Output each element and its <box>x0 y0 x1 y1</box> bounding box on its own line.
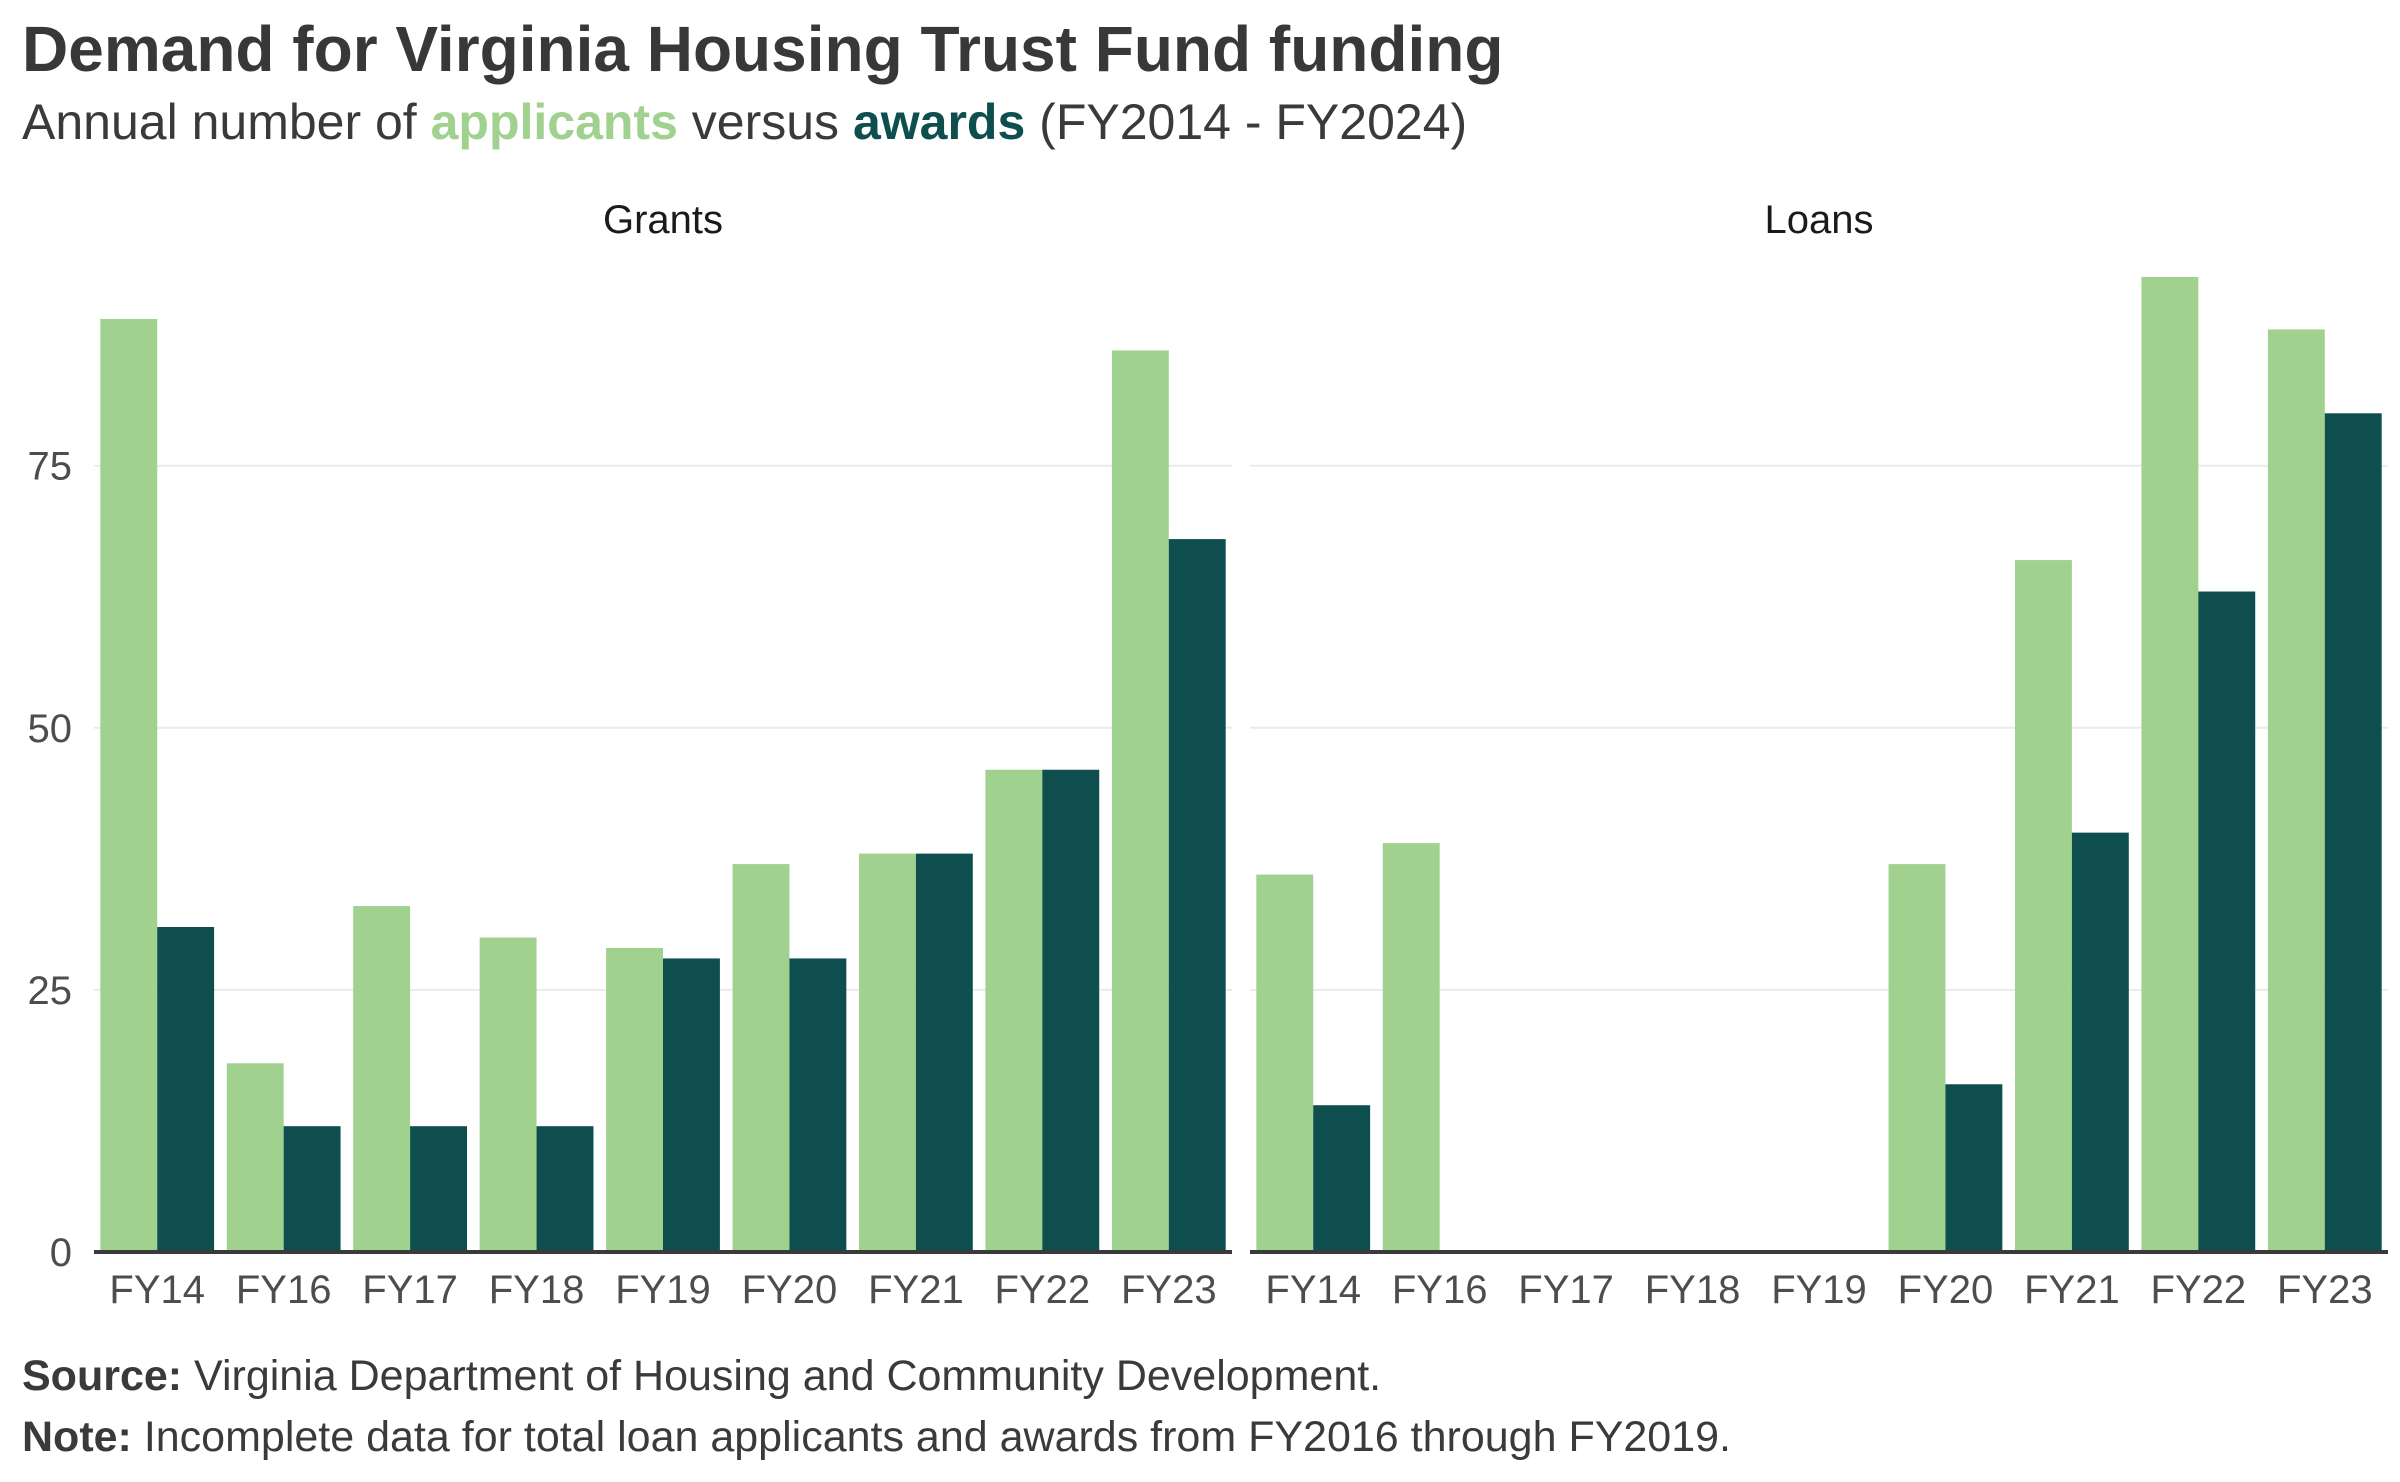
x-tick-label: FY17 <box>362 1268 458 1312</box>
bar-applicants-fy14 <box>100 318 158 1252</box>
subtitle-applicants-highlight: applicants <box>430 94 678 150</box>
subtitle-suffix: (FY2014 - FY2024) <box>1025 94 1468 150</box>
subtitle-prefix: Annual number of <box>22 94 431 150</box>
bar-applicants-fy22 <box>2141 277 2199 1252</box>
facet-label-grants: Grants <box>603 198 723 242</box>
x-tick-label: FY19 <box>1771 1268 1867 1312</box>
bar-awards-fy21 <box>915 853 973 1252</box>
bar-awards-fy14 <box>1313 1105 1371 1252</box>
bar-applicants-fy21 <box>858 853 916 1252</box>
panel-loans: Loans FY14 FY16 FY17 FY18 FY19 FY20 FY21 FY22 FY2… <box>1250 198 2388 1312</box>
chart-subtitle: Annual number of applicants versus award… <box>22 93 1467 151</box>
x-tick-label: FY18 <box>489 1268 585 1312</box>
faceted-bar-chart: Grants FY14 FY16 FY17 FY18 FY19 FY20 FY21 FY22 FY… <box>28 198 2388 1312</box>
x-tick-label: FY14 <box>109 1268 205 1312</box>
x-tick-label: FY19 <box>615 1268 711 1312</box>
x-tick-label: FY16 <box>1392 1268 1488 1312</box>
bar-applicants-fy18 <box>479 937 537 1252</box>
bar-applicants-fy22 <box>985 769 1043 1252</box>
y-tick-label: 50 <box>28 707 73 751</box>
panel-grants: Grants FY14 FY16 FY17 FY18 FY19 FY20 FY21 FY22 FY… <box>28 198 1232 1312</box>
x-tick-label: FY22 <box>995 1268 1091 1312</box>
bar-awards-fy17 <box>410 1126 468 1252</box>
x-tick-label: FY23 <box>1121 1268 1217 1312</box>
bar-awards-fy14 <box>157 927 215 1252</box>
bar-awards-fy22 <box>1042 769 1100 1252</box>
x-tick-label: FY16 <box>236 1268 332 1312</box>
facet-label-loans: Loans <box>1765 198 1874 242</box>
x-tick-label: FY17 <box>1518 1268 1614 1312</box>
bar-applicants-fy20 <box>732 864 790 1252</box>
bar-applicants-fy17 <box>353 906 411 1252</box>
x-tick-label: FY20 <box>1898 1268 1994 1312</box>
y-tick-label: 25 <box>28 969 73 1013</box>
note-label: Note: <box>22 1413 132 1461</box>
bar-applicants-fy20 <box>1888 864 1946 1252</box>
source-note: Source: Virginia Department of Housing a… <box>22 1352 1381 1401</box>
source-label: Source: <box>22 1352 183 1400</box>
bar-applicants-fy21 <box>2014 560 2072 1252</box>
bar-applicants-fy23 <box>2267 329 2325 1253</box>
bar-applicants-fy16 <box>226 1063 284 1252</box>
x-tick-label: FY21 <box>2024 1268 2120 1312</box>
bar-awards-fy20 <box>789 958 847 1252</box>
x-tick-label: FY20 <box>742 1268 838 1312</box>
x-tick-label: FY22 <box>2151 1268 2247 1312</box>
bar-awards-fy21 <box>2071 832 2129 1252</box>
bar-awards-fy23 <box>2324 413 2382 1253</box>
bar-awards-fy22 <box>2198 591 2256 1252</box>
subtitle-awards-highlight: awards <box>852 94 1026 150</box>
subtitle-middle: versus <box>677 94 853 150</box>
bar-awards-fy19 <box>663 958 720 1252</box>
y-tick-label: 75 <box>28 445 73 489</box>
bar-applicants-fy23 <box>1111 350 1169 1252</box>
bar-applicants-fy19 <box>606 947 663 1252</box>
x-tick-label: FY14 <box>1265 1268 1361 1312</box>
data-note: Note: Incomplete data for total loan app… <box>22 1413 1731 1462</box>
bar-awards-fy16 <box>283 1126 341 1252</box>
bar-applicants-fy16 <box>1382 843 1440 1252</box>
x-tick-label: FY23 <box>2277 1268 2373 1312</box>
bar-applicants-fy14 <box>1256 874 1314 1252</box>
source-text: Virginia Department of Housing and Commu… <box>182 1352 1382 1400</box>
y-tick-label: 0 <box>50 1231 72 1275</box>
note-text: Incomplete data for total loan applicant… <box>131 1413 1732 1461</box>
x-tick-label: FY18 <box>1645 1268 1741 1312</box>
chart-title: Demand for Virginia Housing Trust Fund f… <box>22 13 1504 85</box>
bar-awards-fy23 <box>1168 539 1226 1252</box>
x-tick-label: FY21 <box>868 1268 964 1312</box>
bar-awards-fy20 <box>1945 1084 2003 1252</box>
bar-awards-fy18 <box>536 1126 594 1252</box>
